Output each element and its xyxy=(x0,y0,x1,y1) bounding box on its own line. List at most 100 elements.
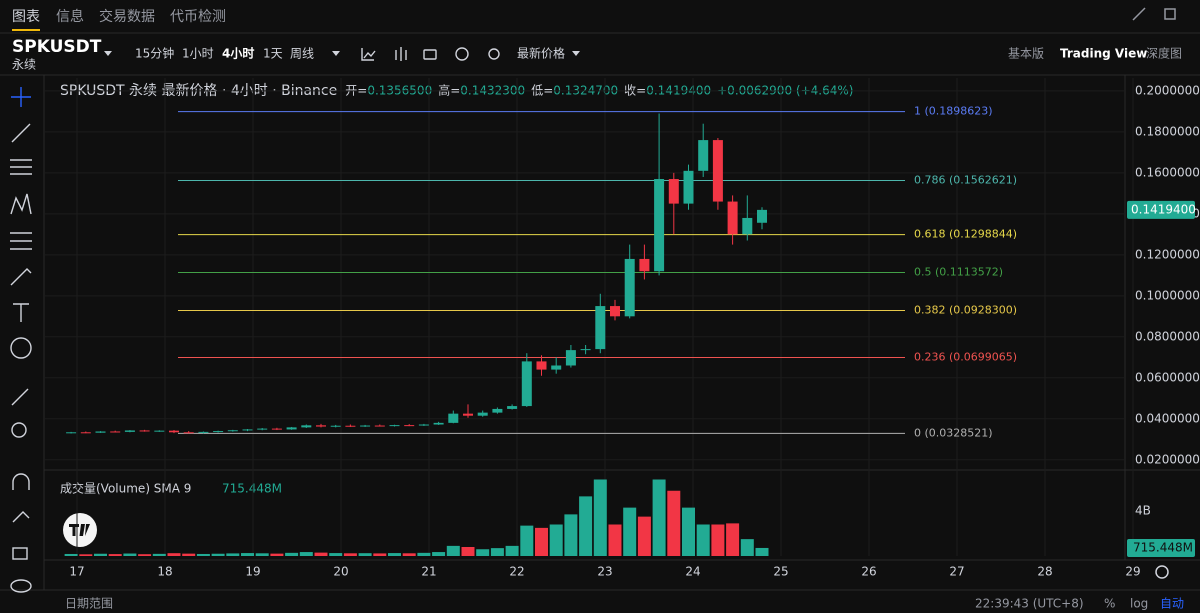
candle-body xyxy=(257,428,268,430)
candle-body xyxy=(668,179,679,204)
volume-bar xyxy=(123,553,137,556)
tab[interactable]: 信息 xyxy=(56,8,84,25)
candle-body xyxy=(507,406,518,409)
auto-toggle[interactable]: 自动 xyxy=(1160,597,1184,611)
volume-bar xyxy=(299,552,313,556)
dropdown-icon[interactable] xyxy=(332,51,340,56)
volume-bar xyxy=(476,549,490,556)
fib-label: 0 (0.0328521) xyxy=(914,426,993,439)
symbol[interactable]: SPKUSDT xyxy=(12,37,102,57)
y-tick-label: 0.1600000 xyxy=(1135,165,1200,179)
volume-bar xyxy=(358,553,372,556)
candle-body xyxy=(301,425,312,428)
volume-bar xyxy=(152,553,166,556)
volume-bar xyxy=(138,554,152,556)
volume-bar xyxy=(196,553,210,556)
log-toggle[interactable]: log xyxy=(1130,597,1148,611)
y-tick-label: 0.1200000 xyxy=(1135,247,1200,261)
view[interactable]: 基本版 xyxy=(1008,47,1044,61)
candle-body xyxy=(492,408,503,413)
volume-bar xyxy=(446,545,460,556)
candle-body xyxy=(227,430,238,432)
volume-bar xyxy=(270,553,284,556)
candle-body xyxy=(66,432,77,434)
volume-bar xyxy=(667,490,681,556)
candle-body xyxy=(80,432,91,434)
dropdown-icon[interactable] xyxy=(572,51,580,56)
volume-bar xyxy=(652,479,666,556)
x-tick-label: 29 xyxy=(1125,565,1140,579)
interval[interactable]: 1小时 xyxy=(182,47,214,61)
view[interactable]: 深度图 xyxy=(1146,46,1182,61)
candle-body xyxy=(360,425,371,427)
tab[interactable]: 交易数据 xyxy=(99,8,155,25)
window-icons[interactable] xyxy=(1132,7,1176,21)
y-tick-label: 0.0800000 xyxy=(1135,329,1200,343)
candle-body xyxy=(654,179,665,272)
volume-bar xyxy=(94,553,107,556)
candle-body xyxy=(213,431,224,433)
fib-label: 1 (0.1898623) xyxy=(914,105,993,118)
interval[interactable]: 15分钟 xyxy=(135,46,174,61)
volume-bar xyxy=(285,552,299,556)
volume-bar xyxy=(329,553,343,556)
volume-bar xyxy=(608,524,622,556)
y-tick-label: 0.0400000 xyxy=(1135,411,1200,425)
volume-bar xyxy=(211,553,225,556)
fib-label: 0.618 (0.1298844) xyxy=(914,228,1017,241)
x-tick-label: 26 xyxy=(861,565,876,579)
y-tick-label: 0.0600000 xyxy=(1135,370,1200,384)
volume-bar xyxy=(520,525,534,556)
candle-body xyxy=(757,209,767,223)
x-tick-label: 28 xyxy=(1037,565,1052,579)
toolbar-icons[interactable] xyxy=(361,47,500,61)
fib-label: 0.236 (0.0699065) xyxy=(914,350,1017,363)
volume-bar xyxy=(579,496,593,556)
volume-bar xyxy=(343,553,357,556)
interval[interactable]: 周线 xyxy=(290,47,314,61)
candle-body xyxy=(418,424,429,426)
tab[interactable]: 代币检测 xyxy=(170,9,226,25)
x-tick-label: 23 xyxy=(597,565,612,579)
volume-value: 715.448M xyxy=(222,482,282,496)
interval[interactable]: 1天 xyxy=(263,47,283,61)
candle-body xyxy=(330,425,341,427)
dropdown-icon[interactable] xyxy=(104,51,112,56)
volume-bar xyxy=(564,514,578,556)
view[interactable]: Trading View xyxy=(1060,47,1147,61)
candle-body xyxy=(521,361,532,407)
percent-toggle[interactable]: % xyxy=(1104,597,1115,611)
candle-body xyxy=(683,170,694,204)
candle-body xyxy=(389,425,400,427)
candle-body xyxy=(580,349,591,351)
price-type[interactable]: 最新价格 xyxy=(517,46,565,61)
candle-body xyxy=(316,425,326,427)
candle-body xyxy=(271,428,282,430)
candle-body xyxy=(124,430,135,432)
volume-bar xyxy=(726,523,740,556)
candle-body xyxy=(242,429,253,431)
volume-bar xyxy=(623,507,637,556)
volume-bar xyxy=(549,524,563,556)
volume-bar xyxy=(373,553,387,556)
candle-body xyxy=(448,413,459,423)
volume-bar xyxy=(167,553,181,556)
tab[interactable]: 图表 xyxy=(12,9,40,25)
volume-bar xyxy=(505,545,519,556)
interval[interactable]: 4小时 xyxy=(222,46,254,61)
candle-body xyxy=(595,306,606,350)
volume-bar xyxy=(182,553,196,556)
settings-icon[interactable] xyxy=(1155,565,1169,579)
x-tick-label: 22 xyxy=(509,565,524,579)
volume-bar xyxy=(637,516,651,556)
volume-title: 成交量(Volume) SMA 9 xyxy=(60,481,191,496)
volume-label-box xyxy=(1127,538,1195,557)
price-label: 0.1419400 xyxy=(1131,202,1196,216)
volume-bar xyxy=(64,553,78,556)
date-range[interactable]: 日期范围 xyxy=(65,597,113,611)
fib-label: 0.382 (0.0928300) xyxy=(914,304,1017,317)
volume-bar xyxy=(241,553,254,556)
candle-body xyxy=(169,430,179,433)
drawing-tools[interactable] xyxy=(10,87,32,593)
y-tick-label: 0.1800000 xyxy=(1135,124,1200,138)
